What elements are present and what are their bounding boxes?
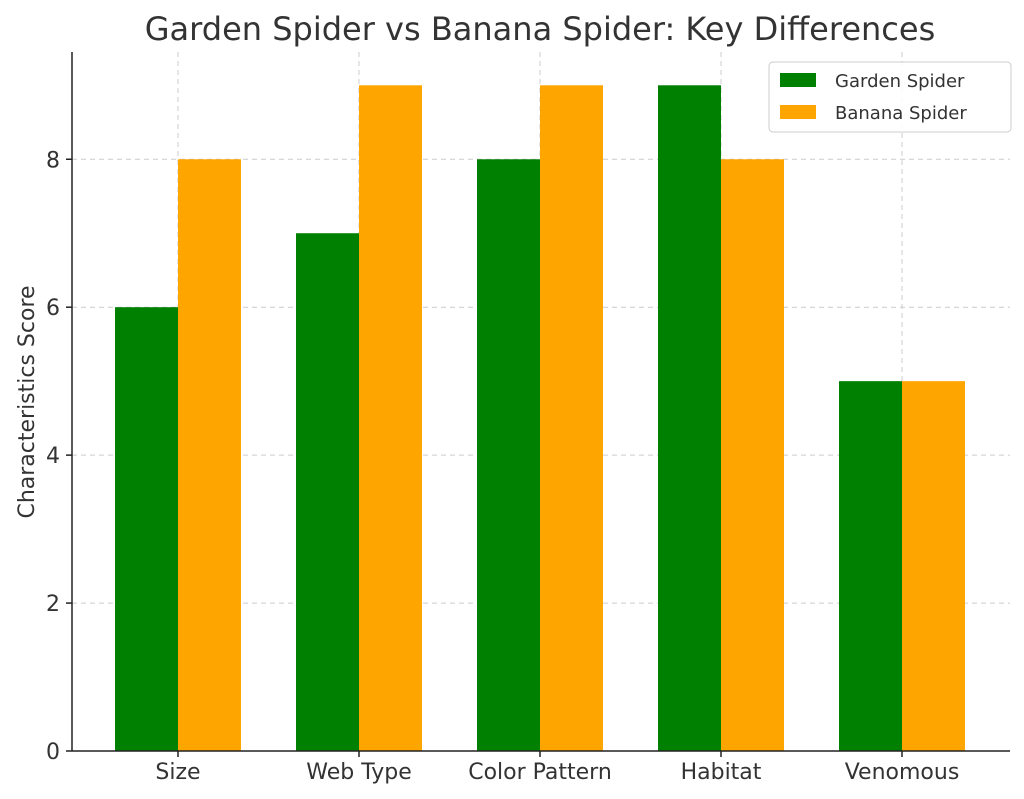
bar-garden-spider-color-pattern bbox=[477, 159, 540, 751]
bar-banana-spider-habitat bbox=[721, 159, 784, 751]
legend-label: Banana Spider bbox=[835, 103, 967, 124]
axes: 0 2 4 6 8 Size Web Type Color Pattern Habitat Ven… bbox=[46, 52, 1010, 785]
y-tick-label: 0 bbox=[46, 740, 60, 765]
legend: Garden Spider Banana Spider bbox=[768, 61, 1012, 133]
y-tick-label: 4 bbox=[46, 444, 60, 469]
legend-swatch bbox=[780, 73, 816, 87]
bar-banana-spider-venomous bbox=[902, 381, 965, 751]
bar-banana-spider-web-type bbox=[359, 85, 422, 752]
legend-swatch bbox=[780, 105, 816, 119]
bar-banana-spider-size bbox=[178, 159, 241, 751]
x-tick-label: Web Type bbox=[306, 760, 412, 785]
bar-banana-spider-color-pattern bbox=[540, 85, 603, 752]
x-tick-label: Color Pattern bbox=[468, 760, 612, 785]
x-tick-label: Venomous bbox=[845, 760, 960, 785]
legend-label: Garden Spider bbox=[835, 71, 965, 92]
y-tick-label: 8 bbox=[46, 148, 60, 173]
x-tick-label: Size bbox=[155, 760, 200, 785]
bars bbox=[115, 85, 965, 752]
x-tick-label: Habitat bbox=[681, 760, 762, 785]
y-axis-label: Characteristics Score bbox=[15, 285, 40, 518]
y-tick-label: 6 bbox=[46, 296, 60, 321]
bar-garden-spider-size bbox=[115, 307, 178, 751]
bar-garden-spider-web-type bbox=[296, 233, 359, 751]
bar-garden-spider-habitat bbox=[658, 85, 721, 752]
bar-garden-spider-venomous bbox=[839, 381, 902, 751]
chart-title: Garden Spider vs Banana Spider: Key Diff… bbox=[145, 10, 935, 48]
y-tick-label: 2 bbox=[46, 592, 60, 617]
legend-box bbox=[768, 61, 1012, 133]
